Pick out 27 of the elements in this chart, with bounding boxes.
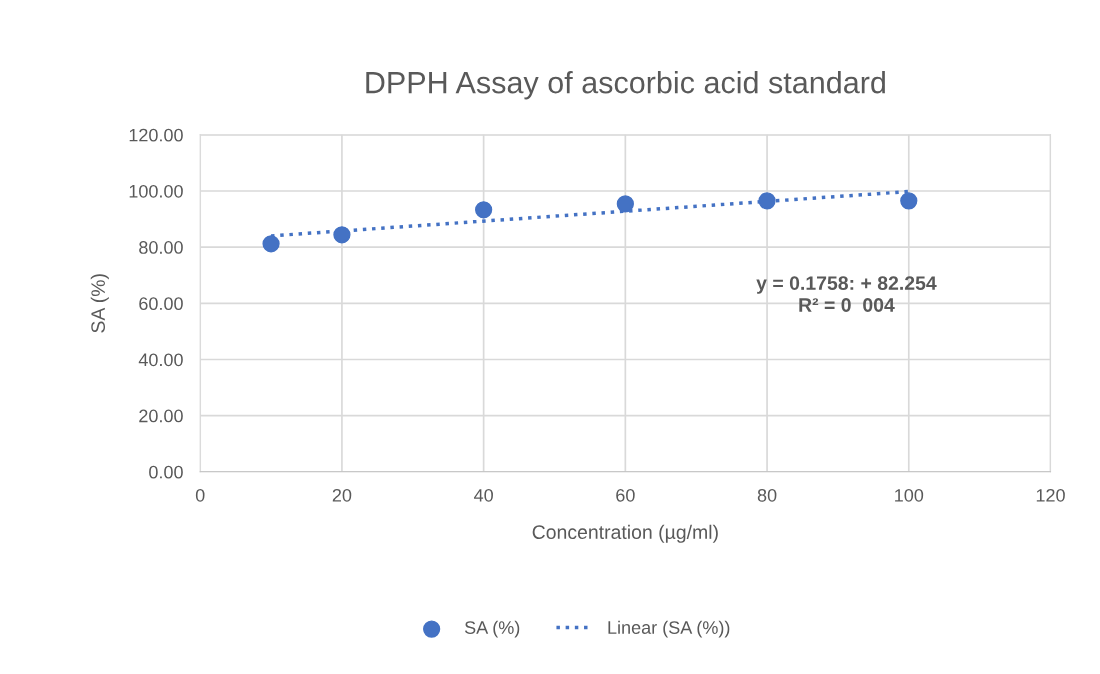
- chart-title: DPPH Assay of ascorbic acid standard: [366, 70, 885, 100]
- x-tick-label: 40: [474, 488, 493, 502]
- x-tick-label: 0: [195, 488, 205, 502]
- x-tick-label: 20: [332, 488, 352, 502]
- point: [616, 195, 634, 213]
- point: [262, 235, 280, 253]
- y-tick-label: 60.00: [139, 297, 183, 311]
- y-tick-label: 0.00: [149, 465, 183, 479]
- annotation: R² = 0 004: [799, 298, 895, 312]
- x-axis-title: Concentration (µg/ml): [532, 524, 718, 543]
- point: [758, 192, 776, 210]
- y-tick-label: 120.00: [129, 128, 183, 142]
- y-tick-label: 40.00: [138, 353, 183, 367]
- annotation: y = 0.1758: + 82.254: [756, 276, 937, 294]
- x-tick-label: 60: [616, 488, 635, 502]
- y-tick-label: 100.00: [129, 184, 183, 198]
- legend-label: Linear (SA (%)): [608, 620, 730, 638]
- x-tick-label: 120: [1036, 488, 1065, 502]
- y-axis-title: SA (%): [90, 274, 109, 333]
- point: [475, 201, 493, 219]
- x-tick-label: 100: [895, 488, 924, 502]
- point: [333, 226, 351, 244]
- point: [900, 192, 918, 210]
- y-tick-label: 20.00: [139, 409, 183, 423]
- x-tick-label: 80: [757, 488, 777, 502]
- y-tick-label: 80.00: [139, 241, 183, 254]
- legend-label: SA (%): [464, 620, 520, 638]
